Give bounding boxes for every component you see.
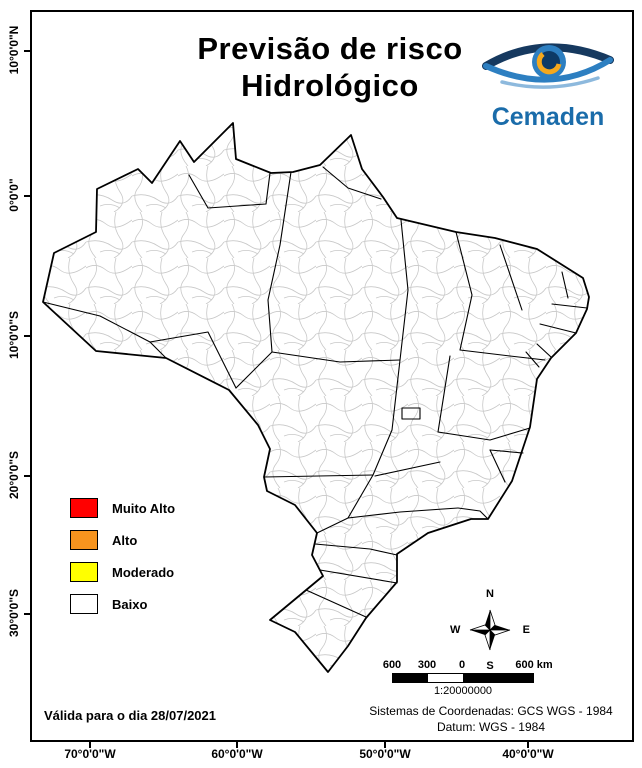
scale-label-0: 0 (458, 659, 466, 671)
scale-ratio-label: 1:20000000 (433, 685, 493, 697)
scale-bar-graphic (392, 673, 534, 683)
risk-legend: Muito Alto Alto Moderado Baixo (70, 498, 175, 626)
legend-item-baixo: Baixo (70, 594, 175, 614)
legend-swatch-baixo (70, 594, 98, 614)
cemaden-logo-icon (482, 43, 614, 89)
brazil-map (42, 122, 590, 673)
lat-label-10s: 10°0'0"S (7, 310, 21, 360)
lat-label-0: 0°0'0" (7, 178, 21, 212)
coordinate-system-block: Sistemas de Coordenadas: GCS WGS - 1984 … (350, 703, 632, 735)
scale-bar-segment (393, 674, 429, 682)
cemaden-logo-text: Cemaden (491, 103, 605, 131)
page-title-line1: Previsão de risco (197, 31, 463, 66)
compass-north-label: N (486, 588, 494, 600)
lat-label-20s: 20°0'0"S (7, 450, 21, 500)
datum-label: Datum: WGS - 1984 (436, 720, 546, 734)
lon-label-50w: 50°0'0"W (359, 747, 411, 761)
cemaden-logo: Cemaden (468, 32, 628, 132)
scale-bar-segment (498, 674, 533, 682)
compass-west-label: W (450, 624, 461, 636)
compass-star-icon (469, 609, 511, 651)
legend-label-baixo: Baixo (112, 596, 148, 612)
compass-south-label: S (486, 660, 494, 672)
lat-tick (24, 335, 33, 337)
scale-bar: 600 300 0 600 km 1:20000000 (383, 659, 567, 701)
legend-label-alto: Alto (112, 532, 138, 548)
page-title-line2: Hidrológico (241, 68, 419, 103)
lon-tick (527, 739, 529, 748)
legend-label-muito-alto: Muito Alto (112, 500, 176, 516)
legend-swatch-muito-alto (70, 498, 98, 518)
lon-label-70w: 70°0'0"W (64, 747, 116, 761)
state-boundaries (42, 166, 588, 618)
scale-label-300: 300 (417, 659, 437, 671)
lon-label-60w: 60°0'0"W (211, 747, 263, 761)
coordinate-system-label: Sistemas de Coordenadas: GCS WGS - 1984 (369, 704, 613, 718)
lon-tick (384, 739, 386, 748)
lon-label-40w: 40°0'0"W (502, 747, 554, 761)
lat-tick (24, 195, 33, 197)
legend-item-moderado: Moderado (70, 562, 175, 582)
legend-item-muito-alto: Muito Alto (70, 498, 175, 518)
lat-tick (24, 613, 33, 615)
lat-label-10n: 10°0'0"N (7, 25, 21, 75)
compass-rose: N W E S (450, 588, 530, 672)
legend-item-alto: Alto (70, 530, 175, 550)
scale-bar-segment (463, 674, 499, 682)
municipality-texture (43, 123, 589, 672)
legend-swatch-alto (70, 530, 98, 550)
lon-tick (236, 739, 238, 748)
lat-label-30s: 30°0'0"S (7, 588, 21, 638)
compass-east-label: E (522, 624, 530, 636)
scale-label-600-km: 600 km (515, 659, 553, 671)
legend-swatch-moderado (70, 562, 98, 582)
page-title: Previsão de risco Hidrológico (140, 30, 520, 104)
valid-date-label: Válida para o dia 28/07/2021 (44, 708, 216, 723)
legend-label-moderado: Moderado (112, 564, 175, 580)
lon-tick (89, 739, 91, 748)
scale-label-600-left: 600 (382, 659, 402, 671)
lat-tick (24, 475, 33, 477)
scale-bar-segment (428, 674, 464, 682)
brazil-border (42, 122, 590, 673)
lat-tick (24, 50, 33, 52)
